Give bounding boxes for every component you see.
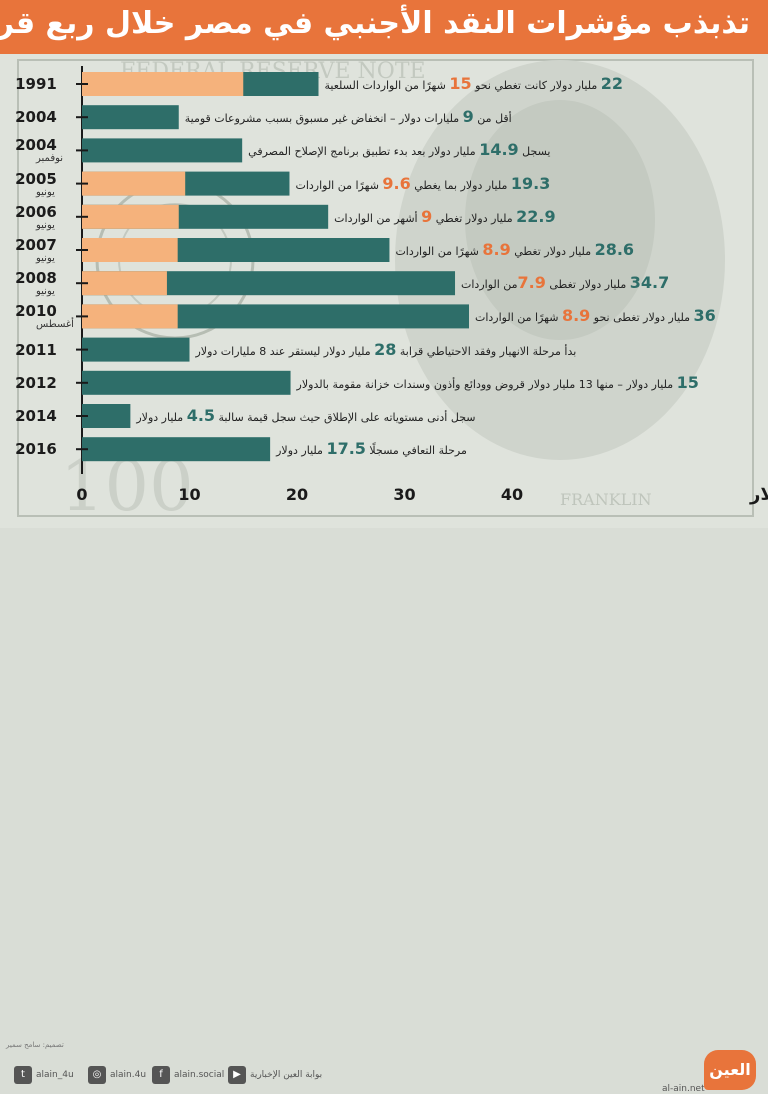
year-label-10: 2014	[15, 407, 57, 425]
month-label-2: نوفمبر	[36, 153, 64, 165]
x-tick-label-2: 20	[286, 485, 308, 504]
coverage-bar-7	[82, 304, 178, 329]
month-label-7: أغسطس	[36, 319, 74, 331]
bar-9	[82, 370, 291, 395]
bar-8	[82, 337, 190, 362]
month-label-6: يونيو	[36, 286, 55, 298]
designer-credit: تصميم: سامح سمير	[6, 1041, 64, 1049]
instagram-icon[interactable]: ◎	[88, 1066, 106, 1084]
bar-1	[82, 105, 179, 130]
annotation-11: مرحلة التعافي مسجلًا 17.5 مليار دولار	[276, 439, 467, 459]
annotation-6: 34.7 مليار دولار تغطى 7.9من الواردات	[461, 273, 670, 293]
annotation-8: بدأ مرحلة الانهيار وفقد الاحتياطي قرابة …	[195, 339, 577, 359]
facebook-icon[interactable]: f	[152, 1066, 170, 1084]
year-label-4: 2006	[15, 202, 57, 221]
year-label-3: 2005	[15, 169, 57, 188]
coverage-bar-5	[82, 238, 178, 262]
coverage-bar-0	[82, 72, 244, 96]
footer: تصميم: سامح سمير t alain_4u ◎ alain.4u f…	[0, 528, 768, 1094]
coverage-bar-6	[82, 271, 167, 296]
x-tick-label-4: 40	[501, 485, 523, 504]
svg-text:FRANKLIN: FRANKLIN	[560, 490, 652, 509]
youtube-handle[interactable]: بوابة العين الإخبارية	[250, 1070, 323, 1080]
annotation-5: 28.6 مليار دولار تغطي 8.9 شهرًا من الوار…	[395, 240, 635, 259]
website-link[interactable]: al-ain.net	[662, 1084, 705, 1094]
year-label-7: 2010	[15, 302, 57, 321]
bar-2	[82, 138, 243, 163]
year-label-2: 2004	[15, 136, 57, 155]
x-axis-title: مليار دولار	[749, 484, 768, 505]
x-tick-label-1: 10	[178, 485, 200, 504]
x-tick-label-0: 0	[76, 485, 87, 504]
bar-chart: 0 10 20 30 40 مليار دولار	[76, 66, 768, 505]
month-label-3: يونيو	[36, 186, 55, 198]
annotation-3: 19.3 مليار دولار بما يغطي 9.6 شهرًا من ا…	[295, 173, 551, 193]
twitter-handle[interactable]: alain_4u	[36, 1070, 74, 1080]
coverage-bar-3	[82, 171, 186, 196]
month-label-4: يونيو	[36, 219, 55, 231]
annotation-7: 36 مليار دولار تغطى نحو 8.9 شهرًا من الو…	[475, 306, 716, 326]
coverage-bar-4	[82, 204, 179, 229]
title-banner: تذبذب مؤشرات النقد الأجنبي في مصر خلال ر…	[0, 0, 768, 54]
year-label-11: 2016	[15, 440, 57, 459]
bar-11	[82, 437, 271, 462]
year-label-0: 1991	[15, 75, 57, 93]
year-label-6: 2008	[15, 269, 57, 288]
al-ain-logo: العين	[704, 1050, 756, 1090]
year-label-9: 2012	[15, 373, 57, 392]
year-label-1: 2004	[15, 108, 57, 127]
year-label-5: 2007	[15, 236, 57, 254]
facebook-handle[interactable]: alain.social	[174, 1070, 225, 1080]
month-label-5: يونيو	[36, 253, 55, 264]
annotation-4: 22.9 مليار دولار تغطي 9 أشهر من الواردات	[334, 206, 556, 226]
youtube-icon[interactable]: ▶	[228, 1066, 246, 1084]
page-title: تذبذب مؤشرات النقد الأجنبي في مصر خلال ر…	[0, 6, 750, 41]
instagram-handle[interactable]: alain.4u	[110, 1070, 147, 1080]
year-label-8: 2011	[15, 340, 57, 359]
annotation-9: 15 مليار دولار – منها 13 مليار دولار قرو…	[296, 372, 699, 392]
x-tick-label-3: 30	[393, 485, 415, 504]
twitter-icon[interactable]: t	[14, 1066, 32, 1084]
annotation-1: أقل من 9 مليارات دولار – انخفاض غير مسبو…	[184, 107, 512, 127]
annotation-2: يسجل 14.9 مليار دولار بعد بدء تطبيق برنا…	[248, 140, 551, 160]
bar-10	[82, 404, 131, 428]
annotation-10: سجل أدنى مستوياته على الإطلاق حيث سجل قي…	[136, 406, 476, 425]
annotation-0: 22 مليار دولار كانت تغطي نحو 15 شهرًا من…	[324, 74, 624, 93]
